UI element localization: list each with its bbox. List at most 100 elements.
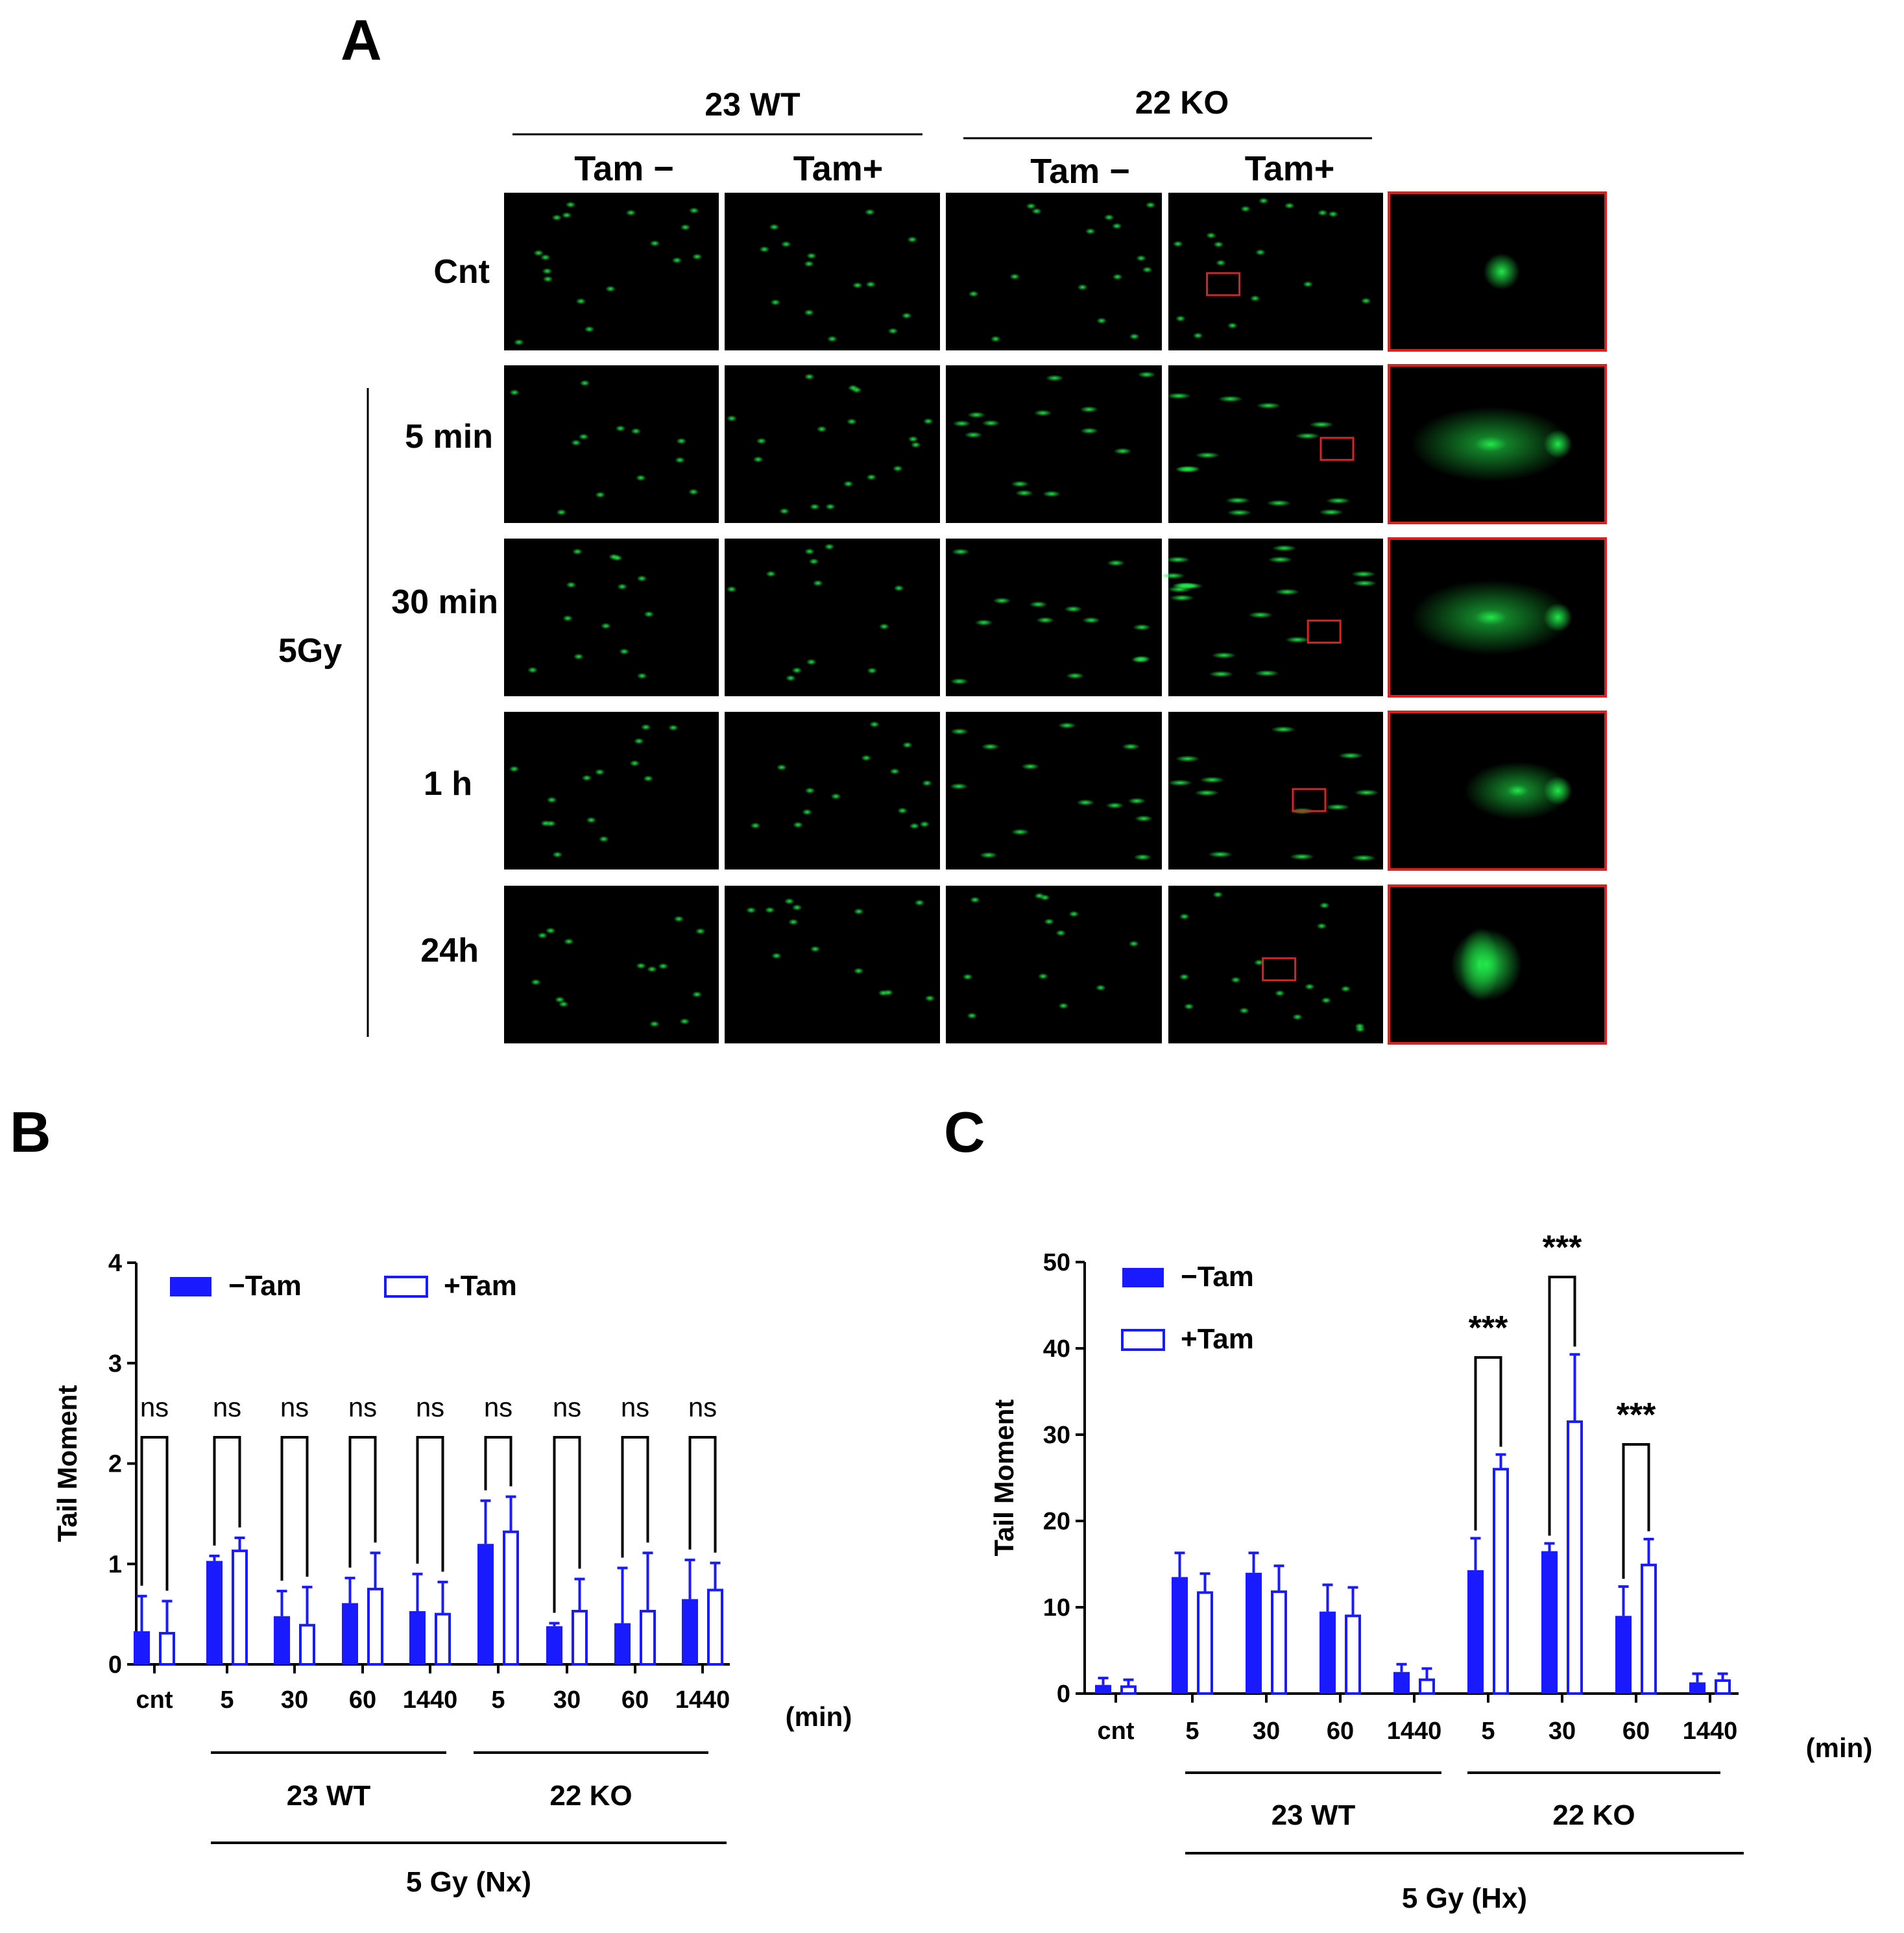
comet-cell — [726, 586, 737, 593]
comet-cell — [861, 755, 872, 762]
comet-cell — [692, 253, 703, 260]
comet-cell — [558, 1001, 569, 1008]
micrograph-tile — [504, 712, 719, 869]
comet-cell — [581, 774, 592, 781]
comet-cell — [791, 667, 802, 674]
y-tick-label: 0 — [1057, 1681, 1070, 1708]
comet-cell — [816, 426, 827, 433]
comet-cell — [1165, 556, 1190, 563]
significance-label: ns — [688, 1392, 717, 1422]
y-tick-label: 0 — [108, 1651, 122, 1679]
comet-head — [1543, 776, 1573, 805]
comet-cell — [647, 966, 658, 973]
comet-cell — [993, 597, 1011, 604]
comet-cell — [640, 723, 651, 731]
micrograph-tile — [1166, 365, 1383, 523]
comet-cell — [1172, 240, 1183, 247]
comet-cell — [967, 411, 986, 419]
bar-tam-plus — [435, 1612, 451, 1666]
comet-cell — [909, 822, 920, 829]
comet-cell — [1011, 829, 1030, 836]
significance-label: *** — [1543, 1229, 1582, 1267]
comet-cell — [919, 821, 930, 828]
bar-tam-minus — [1246, 1572, 1262, 1694]
comet-cell — [1351, 855, 1377, 862]
comet-cell — [1360, 297, 1371, 304]
x-tick-label: 60 — [1622, 1718, 1650, 1745]
comet-cell — [1309, 421, 1334, 428]
comet-cell — [1029, 601, 1048, 608]
comet-cell — [1284, 202, 1295, 209]
comet-cell — [1211, 651, 1236, 659]
comet-cell — [1045, 374, 1064, 382]
group-label: 22 KO — [549, 1780, 632, 1812]
y-tick-label: 50 — [1043, 1249, 1070, 1276]
comet-cell — [1238, 1007, 1249, 1014]
comet-assay-panel: 23 WT 22 KO Tam − Tam+ Tam − Tam+ Cnt 5 … — [278, 84, 1607, 1045]
comet-cell — [1205, 232, 1216, 239]
comet-cell — [779, 507, 790, 515]
group-label: 22 KO — [1552, 1799, 1635, 1831]
micrograph-background — [946, 193, 1162, 350]
y-tick-label: 3 — [108, 1350, 122, 1378]
significance-label: ns — [553, 1392, 581, 1422]
comet-cell — [551, 214, 562, 221]
comet-cell — [843, 480, 854, 487]
x-tick-label: 1440 — [1683, 1718, 1738, 1745]
bar-tam-minus — [409, 1611, 426, 1664]
row-label-5min: 5 min — [405, 418, 493, 456]
comet-cell — [545, 927, 556, 934]
comet-cell — [950, 678, 969, 685]
micrograph-tile — [725, 193, 940, 350]
legend-label: −Tam — [1181, 1261, 1254, 1293]
x-tick-label: 60 — [349, 1686, 376, 1714]
legend-label: −Tam — [228, 1270, 302, 1302]
significance-bracket — [688, 1436, 717, 1553]
zoom-tile — [1388, 711, 1607, 871]
comet-cell — [865, 281, 876, 288]
x-tick-label: 5 — [220, 1686, 234, 1714]
comet-cell — [1271, 544, 1297, 552]
comet-cell — [1195, 452, 1220, 459]
bar-tam-plus — [1493, 1468, 1509, 1695]
y-tick-label: 4 — [108, 1250, 122, 1277]
comet-tail — [1410, 406, 1571, 482]
comet-cell — [784, 897, 795, 905]
bar-tam-minus — [1393, 1672, 1410, 1694]
comet-cell — [1034, 892, 1045, 899]
comet-cell — [680, 224, 691, 231]
micrograph-background — [504, 886, 719, 1043]
micrograph-tile — [504, 365, 719, 523]
bar-tam-plus — [1197, 1591, 1213, 1695]
bar-tam-minus — [1095, 1684, 1111, 1694]
significance-bracket — [621, 1436, 649, 1558]
comet-cell — [1268, 556, 1293, 563]
comet-cell — [804, 548, 815, 555]
comet-cell — [1271, 726, 1296, 733]
comet-cell — [866, 474, 877, 481]
comet-cell — [869, 721, 880, 728]
comet-cell — [1179, 913, 1190, 920]
column-header-ko-tam-minus: Tam − — [1030, 152, 1130, 191]
legend-swatch-tam-plus — [384, 1276, 428, 1298]
column-header-wt-tam-minus: Tam − — [574, 149, 674, 188]
comet-cell — [676, 437, 687, 444]
comet-cell — [675, 457, 686, 464]
comet-cell — [727, 415, 738, 422]
comet-cell — [594, 768, 605, 775]
comet-cell — [1085, 228, 1096, 235]
comet-cell — [950, 728, 969, 735]
bar-tam-minus — [477, 1544, 494, 1664]
significance-label: ns — [140, 1392, 169, 1422]
comet-cell — [802, 808, 813, 816]
row-label-cnt: Cnt — [433, 253, 490, 291]
comet-cell — [1325, 497, 1351, 504]
comet-cell — [887, 328, 898, 335]
comet-cell — [540, 820, 551, 827]
micrograph-background — [946, 712, 1162, 869]
comet-cell — [643, 775, 654, 782]
legend-label: +Tam — [1181, 1323, 1254, 1355]
micrograph-background — [1168, 539, 1383, 696]
comet-cell — [1253, 959, 1264, 966]
micrograph-background — [504, 539, 719, 696]
